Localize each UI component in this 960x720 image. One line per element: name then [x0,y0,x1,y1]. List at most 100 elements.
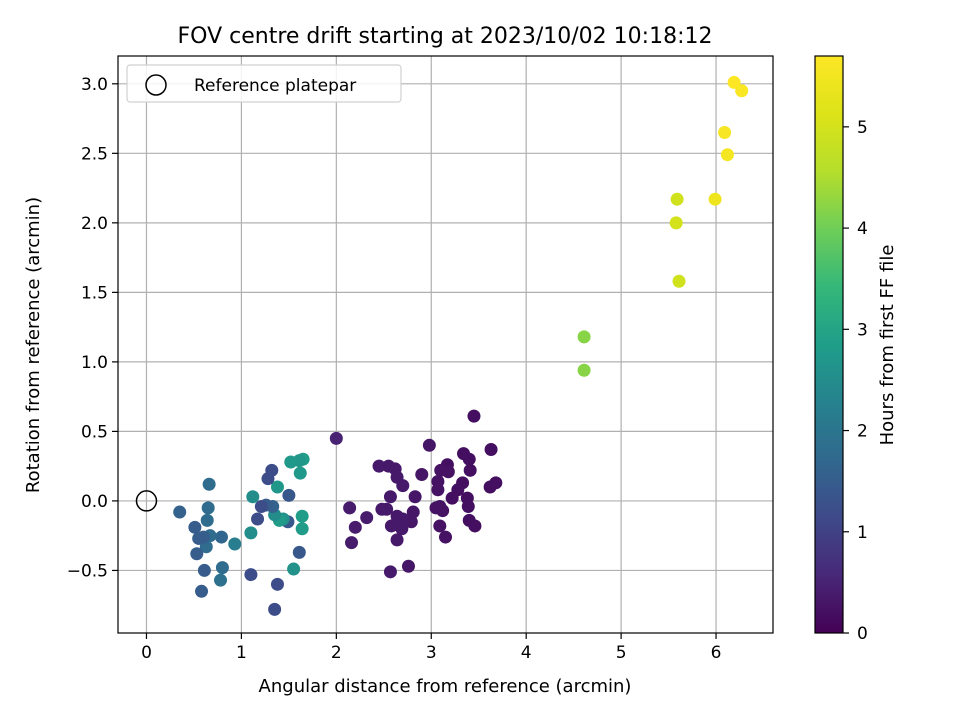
data-point [246,490,260,504]
data-point [244,568,258,582]
data-point [195,584,209,598]
data-point [192,531,206,545]
data-point [244,526,258,540]
data-point [708,192,722,206]
x-tick-label: 5 [616,643,627,663]
data-point [383,490,397,504]
data-point [345,536,359,550]
data-point [292,545,306,559]
colorbar-ticks: 0 1 2 3 4 5 [843,118,868,644]
data-point [727,75,741,89]
data-point [295,509,309,523]
colorbar-tick-label: 2 [857,422,868,442]
data-point [202,477,216,491]
data-point [436,504,450,518]
colorbar-label: Hours from first FF file [877,245,898,446]
x-tick-label: 1 [236,643,247,663]
y-tick-label: 1.5 [81,283,108,303]
legend-box [126,64,402,103]
colorbar-tick-label: 5 [857,118,868,138]
data-point [720,148,734,162]
data-point [415,467,429,481]
data-point [270,577,284,591]
data-point [461,499,475,513]
grid [118,56,773,633]
colorbar-tick-label: 4 [857,219,868,239]
data-point [434,463,448,477]
x-axis-ticks: 0 1 2 3 4 5 6 [141,633,721,663]
data-point [360,511,374,525]
data-point [670,192,684,206]
legend-entry-reference-platepar: Reference platepar [194,76,356,96]
colorbar-tick-label: 1 [857,523,868,543]
data-point [467,409,481,423]
y-axis-label: Rotation from reference (arcmin) [23,197,44,493]
data-point [348,520,362,534]
data-point [406,505,420,519]
data-point [282,488,296,502]
data-point [577,363,591,377]
x-tick-label: 0 [141,643,152,663]
reference-platepar-marker [135,490,158,512]
data-point [462,513,476,527]
y-tick-label: 0.0 [81,492,108,512]
y-tick-label: 2.5 [81,144,108,164]
x-tick-label: 3 [426,643,437,663]
data-point [439,530,452,544]
data-point [295,522,309,536]
colorbar-gradient [814,55,844,634]
colorbar: 0 1 2 3 4 5 Hours from first FF file [814,55,898,644]
data-point [284,455,298,469]
data-point [408,490,422,504]
data-point [672,274,686,288]
y-tick-label: 1.0 [81,353,108,373]
y-tick-label: 2.0 [81,214,108,234]
data-point [445,491,459,505]
plot-frame [117,55,774,634]
data-point [390,533,404,547]
x-tick-label: 4 [521,643,532,663]
data-point [190,547,204,561]
data-point [382,459,396,473]
data-point [214,573,228,587]
data-point [577,330,591,344]
colorbar-tick-label: 3 [857,320,868,340]
data-point [215,561,229,575]
data-point [669,216,683,230]
data-point [228,537,242,551]
data-point [270,480,284,494]
data-point [329,431,343,445]
data-point [431,483,445,497]
data-point [463,463,477,477]
data-point [422,438,436,452]
data-point [214,530,228,544]
x-tick-label: 2 [331,643,342,663]
data-point [735,84,749,98]
data-point [401,559,415,573]
data-point [343,501,357,515]
data-point [384,519,398,533]
data-point [173,505,187,519]
data-point [261,472,275,486]
data-point [188,520,202,534]
y-tick-label: 0.5 [81,422,108,442]
y-tick-label: 3.0 [81,75,108,95]
data-points [135,75,749,616]
data-point [200,513,214,527]
data-point [433,519,447,533]
chart-title: FOV centre drift starting at 2023/10/02 … [178,24,713,49]
data-point [287,562,301,576]
data-point [268,602,282,616]
data-point [457,447,471,461]
x-tick-label: 6 [711,643,722,663]
data-point [383,565,397,579]
data-point [251,512,265,526]
y-tick-label: −0.5 [67,561,108,581]
data-point [197,563,211,577]
data-point [254,499,268,513]
legend-marker-open-circle [145,74,167,96]
data-point [201,501,215,515]
x-axis-label: Angular distance from reference (arcmin) [259,676,632,697]
data-point [375,502,389,516]
